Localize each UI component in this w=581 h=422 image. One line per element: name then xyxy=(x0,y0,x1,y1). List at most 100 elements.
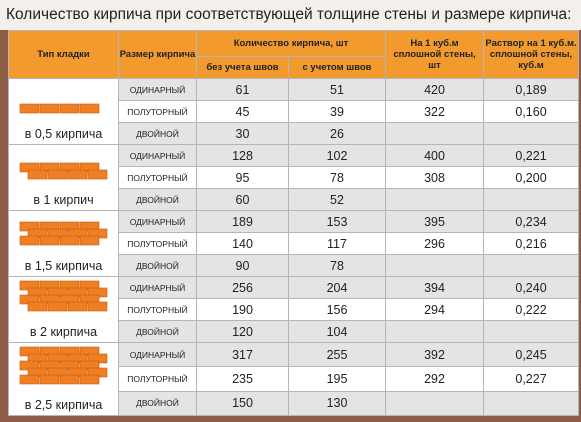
table: Тип кладки Размер кирпича Количество кир… xyxy=(8,30,580,417)
brick xyxy=(19,235,39,246)
value-cell: 30 xyxy=(196,122,289,145)
value-cell: 294 xyxy=(385,298,485,321)
brick xyxy=(67,301,87,312)
type-cell: в 2,5 кирпича xyxy=(8,342,119,416)
value-cell: 317 xyxy=(196,341,289,368)
type-label: в 1,5 кирпича xyxy=(24,259,103,273)
value-cell: 235 xyxy=(196,366,289,392)
value-cell: 39 xyxy=(287,100,387,123)
table-row: ДВОЙНОЙ 150 130 xyxy=(9,390,580,417)
brick xyxy=(87,301,107,312)
value-cell: 120 xyxy=(196,320,289,343)
type-label: в 2,5 кирпича xyxy=(24,398,103,412)
type-cell: в 2 кирпича xyxy=(8,276,119,343)
size-cell: ОДИНАРНЫЙ xyxy=(118,276,197,299)
value-cell: 420 xyxy=(385,78,485,101)
table-row: ПОЛУТОРНЫЙ 235 195 292 0,227 xyxy=(9,366,580,392)
header-cell: На 1 куб.м сплошной стены, шт xyxy=(385,30,485,79)
value-cell: 128 xyxy=(196,144,289,167)
value-cell: 130 xyxy=(287,390,387,417)
table-header: Тип кладки Размер кирпича Количество кир… xyxy=(8,30,580,79)
size-cell: ДВОЙНОЙ xyxy=(118,390,197,417)
value-cell: 255 xyxy=(287,341,387,368)
table-body: в 0,5 кирпича ОДИНАРНЫЙ 61 51 420 0,189 ПОЛУТО… xyxy=(8,78,580,417)
value-cell xyxy=(483,188,580,211)
value-cell: 190 xyxy=(196,298,289,321)
brick-icon xyxy=(19,280,107,312)
size-cell: ДВОЙНОЙ xyxy=(118,254,197,277)
brick xyxy=(79,103,99,114)
value-cell: 78 xyxy=(287,254,387,277)
value-cell: 0,221 xyxy=(483,144,580,167)
value-cell: 90 xyxy=(196,254,289,277)
brick xyxy=(47,301,67,312)
brick xyxy=(27,169,47,180)
table-row: в 1,5 кирпича ОДИНАРНЫЙ 189 153 395 0,234 xyxy=(8,210,580,277)
brick xyxy=(39,235,59,246)
title: Количество кирпича при соответствующей т… xyxy=(0,0,581,30)
size-cell: ПОЛУТОРНЫЙ xyxy=(118,298,197,321)
brick xyxy=(47,169,67,180)
value-cell: 0,189 xyxy=(483,78,580,101)
value-cell xyxy=(385,390,485,417)
size-cell: ОДИНАРНЫЙ xyxy=(118,78,197,101)
value-cell: 78 xyxy=(287,166,387,189)
value-cell: 292 xyxy=(385,366,485,392)
value-cell xyxy=(483,390,580,417)
value-cell: 0,200 xyxy=(483,166,580,189)
brick xyxy=(59,374,79,385)
size-cell: ДВОЙНОЙ xyxy=(118,320,197,343)
header-cell: Тип кладки xyxy=(8,30,119,79)
value-cell: 95 xyxy=(196,166,289,189)
value-cell: 0,234 xyxy=(483,210,580,233)
brick xyxy=(87,169,107,180)
value-cell xyxy=(483,320,580,343)
value-cell xyxy=(483,254,580,277)
value-cell: 117 xyxy=(287,232,387,255)
brick xyxy=(27,301,47,312)
table-row: ДВОЙНОЙ 90 78 xyxy=(9,254,580,277)
value-cell: 0,222 xyxy=(483,298,580,321)
value-cell: 256 xyxy=(196,276,289,299)
brick xyxy=(39,103,59,114)
value-cell xyxy=(385,320,485,343)
size-cell: ПОЛУТОРНЫЙ xyxy=(118,366,197,392)
value-cell: 0,240 xyxy=(483,276,580,299)
size-cell: ОДИНАРНЫЙ xyxy=(118,210,197,233)
size-cell: ПОЛУТОРНЫЙ xyxy=(118,166,197,189)
size-cell: ОДИНАРНЫЙ xyxy=(118,341,197,368)
value-cell: 189 xyxy=(196,210,289,233)
value-cell: 45 xyxy=(196,100,289,123)
value-cell: 153 xyxy=(287,210,387,233)
value-cell: 0,227 xyxy=(483,366,580,392)
brick xyxy=(59,235,79,246)
header-cell: Количество кирпича, шт xyxy=(195,30,387,57)
size-cell: ПОЛУТОРНЫЙ xyxy=(118,100,197,123)
value-cell: 395 xyxy=(385,210,485,233)
table-row: в 0,5 кирпича ОДИНАРНЫЙ 61 51 420 0,189 xyxy=(8,78,580,145)
value-cell: 60 xyxy=(196,188,289,211)
value-cell: 52 xyxy=(287,188,387,211)
value-cell: 0,160 xyxy=(483,100,580,123)
brick xyxy=(79,374,99,385)
value-cell: 102 xyxy=(287,144,387,167)
value-cell xyxy=(385,188,485,211)
header-cell: Раствор на 1 куб.м. сплошной стены, куб.… xyxy=(483,30,580,79)
value-cell xyxy=(385,122,485,145)
brick-icon xyxy=(19,221,107,246)
value-cell xyxy=(385,254,485,277)
type-label: в 1 кирпич xyxy=(33,193,94,207)
value-cell: 104 xyxy=(287,320,387,343)
size-cell: ДВОЙНОЙ xyxy=(118,122,197,145)
table-row: ДВОЙНОЙ 60 52 xyxy=(9,188,580,211)
value-cell: 0,245 xyxy=(483,341,580,368)
header-cell: Размер кирпича xyxy=(118,30,197,79)
brick-icon xyxy=(19,346,107,385)
value-cell: 195 xyxy=(287,366,387,392)
size-cell: ПОЛУТОРНЫЙ xyxy=(118,232,197,255)
header-cell: без учета швов xyxy=(196,56,289,79)
type-cell: в 0,5 кирпича xyxy=(8,78,119,145)
value-cell: 61 xyxy=(196,78,289,101)
brick-icon xyxy=(19,103,99,114)
